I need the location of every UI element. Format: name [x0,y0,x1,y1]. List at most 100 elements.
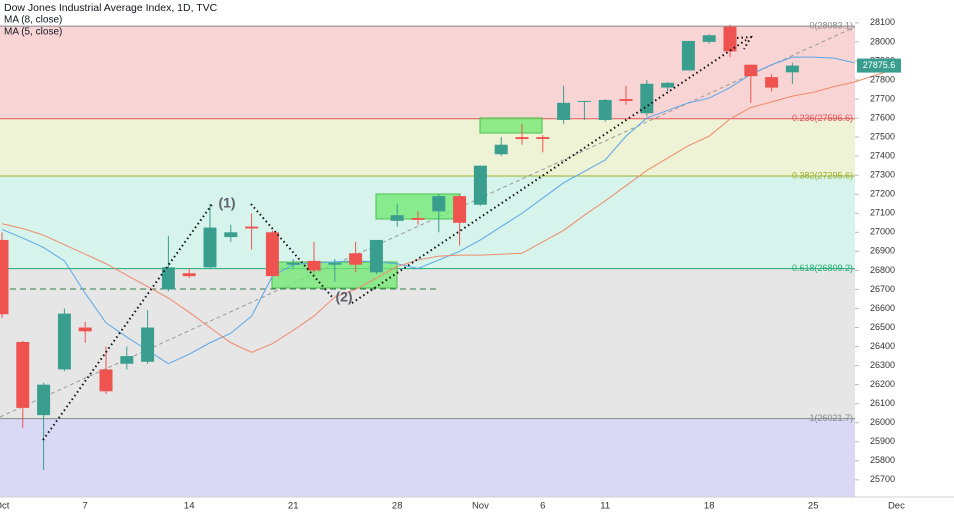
candle-body [640,83,654,114]
wave-line [250,203,334,299]
y-tick-label: 27300 [870,170,895,180]
wave-line [42,202,214,441]
y-tick-label: 26100 [870,398,895,408]
fib-band [0,118,855,177]
candle-body [702,35,716,42]
candle-body [744,64,758,77]
x-tick-label: 21 [288,501,299,512]
y-tick-label: 25700 [870,474,895,484]
y-tick-label: 28000 [870,36,895,46]
y-tick-label: 27500 [870,131,895,141]
fib-band [0,418,855,497]
x-tick-label: Oct [0,501,10,512]
x-tick-label: 11 [600,501,610,512]
fib-band [0,268,855,419]
overlay [42,35,753,441]
legend-entry: MA (8, close) [4,15,62,26]
candle-body [619,99,633,101]
candle-body [557,102,571,120]
y-tick-label: 26200 [870,379,895,389]
candle-body [203,227,217,268]
x-tick-label: Dec [888,501,905,512]
candle-body [120,356,134,364]
candle-body [349,253,363,265]
y-tick-label: 27800 [870,74,895,84]
candle-body [369,239,383,273]
marks [0,24,897,470]
candle-body [99,369,113,392]
arrow-head [736,35,753,50]
candle-body [453,196,467,223]
fib-label: 0.236(27596.6) [792,113,853,123]
fib-label: 1(26021.7) [809,413,853,423]
x-axis-strip [0,497,954,513]
candle-body [577,100,591,102]
y-tick-label: 27000 [870,227,895,237]
candle-body [245,226,259,229]
y-tick-label: 26800 [870,265,895,275]
candle-body [432,196,446,212]
y-tick-label: 27700 [870,93,895,103]
y-tick-label: 26700 [870,284,895,294]
y-tick-label: 26400 [870,341,895,351]
fib-label: 0.382(27295.6) [792,170,853,180]
x-tick-label: 28 [392,501,403,512]
candle-body [307,260,321,271]
y-tick-label: 26300 [870,360,895,370]
candle-body [0,239,9,315]
candle-body [536,137,550,140]
candle-body [328,262,342,265]
x-tick-label: Nov [472,501,489,512]
candle-body [598,99,612,120]
candle-body [515,137,529,140]
last-price-tag [857,58,901,73]
x-tick-label: 18 [704,501,715,512]
candle-body [785,65,799,73]
y-tick-label: 27600 [870,112,895,122]
fib-label: 0(28083.1) [809,20,853,30]
x-tick-label: 6 [540,501,545,512]
candle-body [661,82,675,88]
candle-body [473,165,487,205]
candle-body [411,218,425,220]
wave-label: (2) [335,289,352,305]
x-tick-label: 7 [83,501,88,512]
y-tick-label: 25800 [870,455,895,465]
candle-body [723,26,737,52]
y-tick-label: 26600 [870,303,895,313]
ma-line [1,68,897,353]
y-tick-label: 26000 [870,417,895,427]
y-tick-label: 25900 [870,436,895,446]
candle-body [265,232,279,277]
x-tick-label: 25 [808,501,819,512]
y-tick-label: 26500 [870,322,895,332]
candle-body [141,327,155,362]
y-tick-label: 27100 [870,208,895,218]
candle-body [161,267,175,290]
chart-title: Dow Jones Industrial Average Index, 1D, … [4,2,218,14]
x-tick-label: 14 [184,501,195,512]
candle-body [37,384,51,416]
fib-bands [0,25,855,497]
wave-label: (1) [218,195,235,211]
candle-body [494,144,508,155]
y-tick-label: 27400 [870,151,895,161]
legend-entry: MA (5, close) [4,27,62,38]
y-tick-label: 26900 [870,246,895,256]
candle-body [286,262,300,265]
highlight-box [479,117,543,134]
candle-body [224,232,238,238]
candle-body [390,215,404,221]
fib-label: 0.618(26809.2) [792,263,853,273]
last-price-label: 27875.6 [863,60,896,70]
candle-body [765,77,779,88]
candle-body [57,313,71,370]
y-tick-label: 27200 [870,189,895,199]
candle-body [182,273,196,277]
candle-body [16,341,30,408]
candle-body [78,327,92,332]
candle-body [681,40,695,71]
y-tick-label: 28100 [870,17,895,27]
